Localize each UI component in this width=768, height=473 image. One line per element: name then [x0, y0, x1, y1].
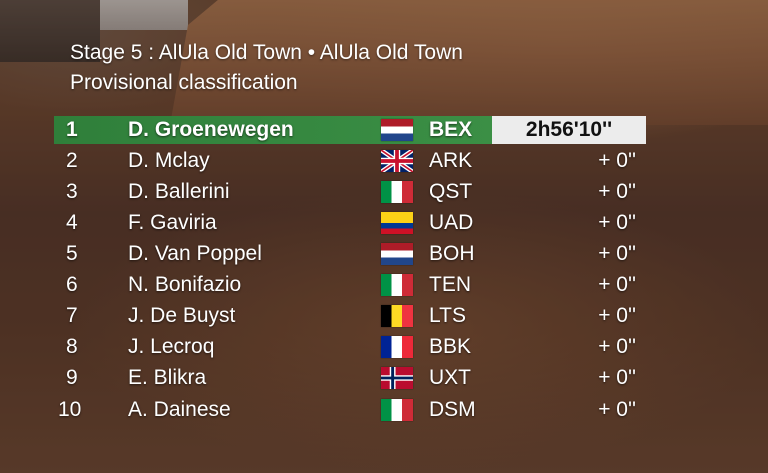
time-gap: + 0'': [598, 180, 636, 203]
time-gap: + 0'': [598, 149, 636, 172]
sky: [88, 0, 188, 30]
rider-position: 4: [66, 211, 78, 234]
netherlands-flag: [381, 119, 413, 141]
classification-row: 3 D. Ballerini QST + 0'': [54, 178, 646, 206]
time-gap: + 0'': [598, 304, 636, 327]
rider-name: D. Mclay: [128, 149, 210, 172]
rider-position: 2: [66, 149, 78, 172]
rider-name: D. Groenewegen: [128, 118, 294, 141]
rider-name: E. Blikra: [128, 366, 207, 389]
rider-position: 10: [58, 398, 82, 421]
leader-time: 2h56'10'': [492, 116, 646, 144]
time-gap: + 0'': [598, 273, 636, 296]
team-code: BEX: [429, 118, 473, 141]
classification-row: 5 D. Van Poppel BOH + 0'': [54, 240, 646, 268]
rider-position: 7: [66, 304, 78, 327]
classification-row: 7 J. De Buyst LTS + 0'': [54, 302, 646, 330]
team-code: UXT: [429, 366, 471, 389]
team-code: ARK: [429, 149, 473, 172]
team-code: BBK: [429, 335, 472, 358]
belgium-flag: [381, 305, 413, 327]
classification-row: 10 A. Dainese DSM + 0'': [54, 396, 646, 424]
classification-row: 9 E. Blikra UXT + 0'': [54, 364, 646, 392]
rider-name: D. Ballerini: [128, 180, 230, 203]
rider-name: N. Bonifazio: [128, 273, 242, 296]
team-code: BOH: [429, 242, 475, 265]
stage-title: Stage 5 : AlUla Old Town • AlUla Old Tow…: [70, 41, 463, 64]
classification-subtitle: Provisional classification: [70, 71, 298, 94]
rider-position: 6: [66, 273, 78, 296]
team-code: LTS: [429, 304, 466, 327]
rider-position: 9: [66, 366, 78, 389]
time-gap: + 0'': [598, 242, 636, 265]
time-gap: + 0'': [598, 335, 636, 358]
colombia-flag: [381, 212, 413, 234]
classification-row: 8 J. Lecroq BBK + 0'': [54, 333, 646, 361]
team-code: DSM: [429, 398, 476, 421]
rider-position: 1: [66, 118, 78, 141]
classification-row: 4 F. Gaviria UAD + 0'': [54, 209, 646, 237]
time-gap: + 0'': [598, 398, 636, 421]
united-kingdom-flag: [381, 150, 413, 172]
rider-name: D. Van Poppel: [128, 242, 262, 265]
team-code: UAD: [429, 211, 474, 234]
time-gap: + 0'': [598, 211, 636, 234]
italy-flag: [381, 399, 413, 421]
rider-name: F. Gaviria: [128, 211, 217, 234]
time-gap: + 0'': [598, 366, 636, 389]
rider-name: J. Lecroq: [128, 335, 215, 358]
classification-row: 2 D. Mclay ARK + 0'': [54, 147, 646, 175]
norway-flag: [381, 367, 413, 389]
france-flag: [381, 336, 413, 358]
sandstone-cliff: [170, 0, 768, 125]
classification-row: 6 N. Bonifazio TEN + 0'': [54, 271, 646, 299]
rider-name: A. Dainese: [128, 398, 231, 421]
team-code: TEN: [429, 273, 471, 296]
italy-flag: [381, 181, 413, 203]
rider-position: 8: [66, 335, 78, 358]
left-rock-formation: [0, 0, 100, 62]
team-code: QST: [429, 180, 473, 203]
rider-position: 3: [66, 180, 78, 203]
rider-position: 5: [66, 242, 78, 265]
netherlands-flag: [381, 243, 413, 265]
italy-flag: [381, 274, 413, 296]
rider-name: J. De Buyst: [128, 304, 236, 327]
leader-row: 1 D. Groenewegen BEX: [54, 116, 492, 144]
